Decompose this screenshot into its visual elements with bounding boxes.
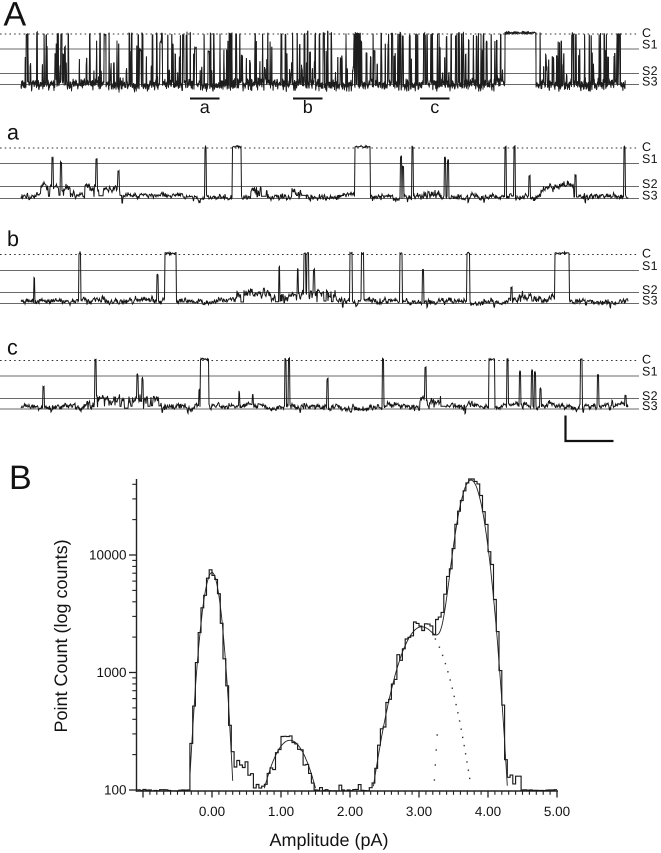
- svg-text:S1: S1: [642, 37, 658, 51]
- svg-text:c: c: [7, 336, 18, 360]
- svg-text:100: 100: [104, 783, 127, 798]
- svg-text:S3: S3: [642, 399, 658, 413]
- svg-text:S3: S3: [642, 293, 658, 307]
- svg-text:1000: 1000: [96, 665, 126, 680]
- svg-text:S2: S2: [642, 389, 658, 403]
- svg-text:3.00: 3.00: [406, 804, 432, 819]
- svg-text:b: b: [7, 227, 19, 251]
- svg-text:A: A: [4, 0, 27, 33]
- svg-text:Amplitude (pA): Amplitude (pA): [269, 830, 388, 850]
- svg-text:C: C: [642, 140, 651, 154]
- svg-text:4.00: 4.00: [475, 804, 501, 819]
- svg-text:5.00: 5.00: [544, 804, 570, 819]
- svg-text:S2: S2: [642, 177, 658, 191]
- svg-text:S3: S3: [642, 188, 658, 202]
- svg-text:B: B: [9, 459, 32, 497]
- svg-text:S2: S2: [642, 283, 658, 297]
- svg-text:2.00: 2.00: [337, 804, 363, 819]
- svg-text:a: a: [200, 97, 211, 117]
- svg-text:C: C: [642, 247, 651, 261]
- svg-text:Point Count (log counts): Point Count (log counts): [51, 539, 71, 732]
- svg-text:10000: 10000: [89, 548, 127, 563]
- svg-text:C: C: [642, 353, 651, 367]
- svg-text:c: c: [430, 97, 439, 117]
- svg-text:S1: S1: [642, 259, 658, 273]
- svg-text:S1: S1: [642, 152, 658, 166]
- svg-text:S3: S3: [642, 74, 658, 88]
- svg-text:S1: S1: [642, 364, 658, 378]
- svg-text:S2: S2: [642, 64, 658, 78]
- svg-text:1.00: 1.00: [268, 804, 294, 819]
- svg-text:b: b: [303, 97, 313, 117]
- svg-text:a: a: [7, 121, 19, 145]
- svg-text:0.00: 0.00: [199, 804, 225, 819]
- svg-text:C: C: [642, 26, 651, 40]
